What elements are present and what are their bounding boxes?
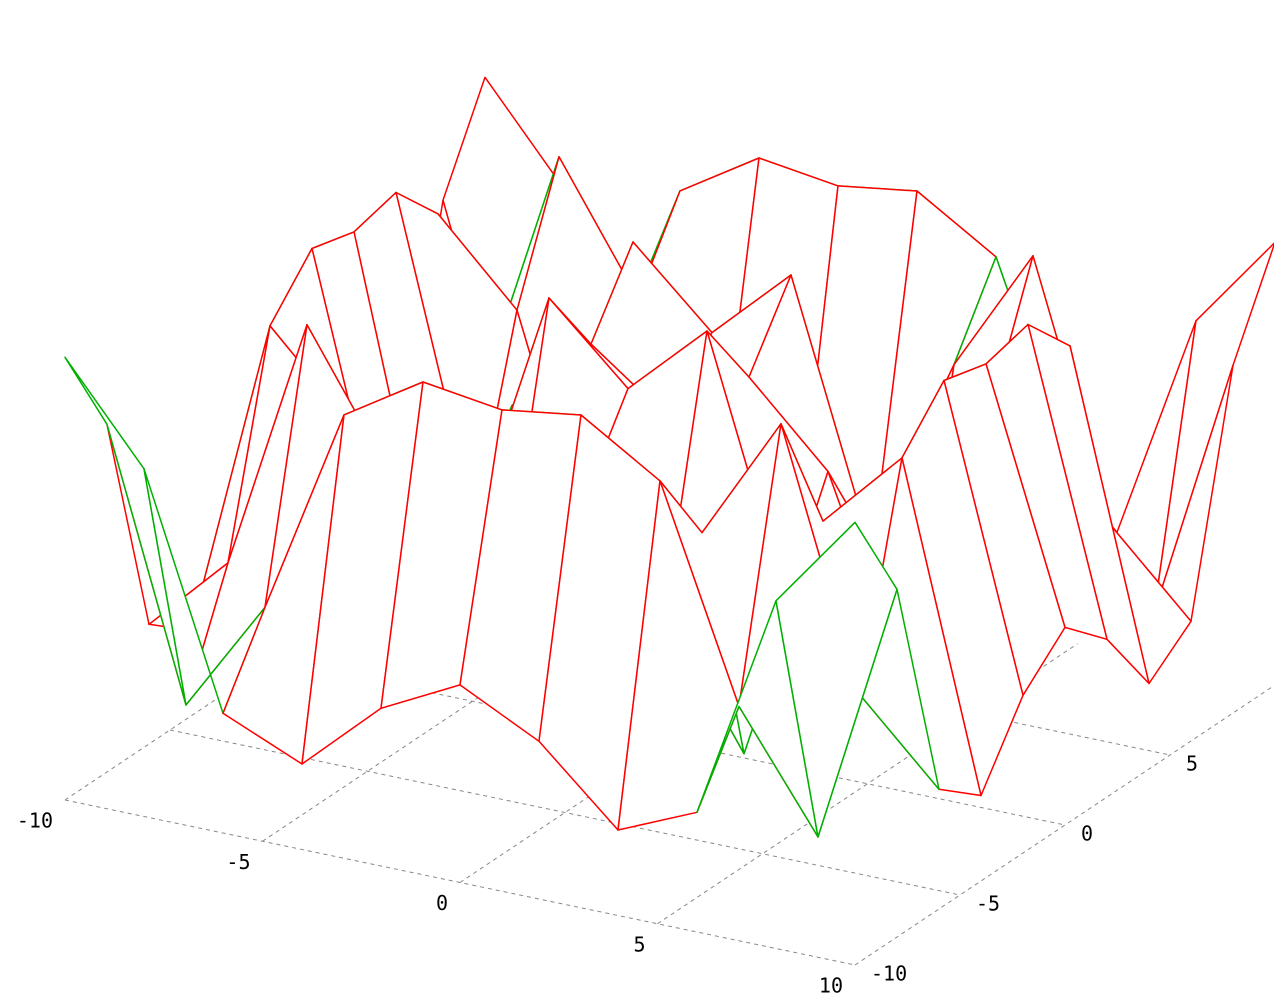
x-tick-label: -5 xyxy=(226,850,250,874)
x-tick-label: 10 xyxy=(819,974,843,998)
x-tick-label: 0 xyxy=(436,891,448,915)
y-tick-label: -5 xyxy=(976,892,1000,916)
x-tick-label: -10 xyxy=(17,809,53,833)
y-tick-label: 0 xyxy=(1081,822,1093,846)
grid-line xyxy=(65,800,855,965)
chart: -10 -5 0 5 10 -10 -5 0 5 xyxy=(0,0,1274,1001)
y-tick-label: 5 xyxy=(1186,752,1198,776)
y-tick-label: -10 xyxy=(871,962,907,986)
surface-patch xyxy=(65,357,186,705)
x-tick-label: 5 xyxy=(633,932,645,956)
